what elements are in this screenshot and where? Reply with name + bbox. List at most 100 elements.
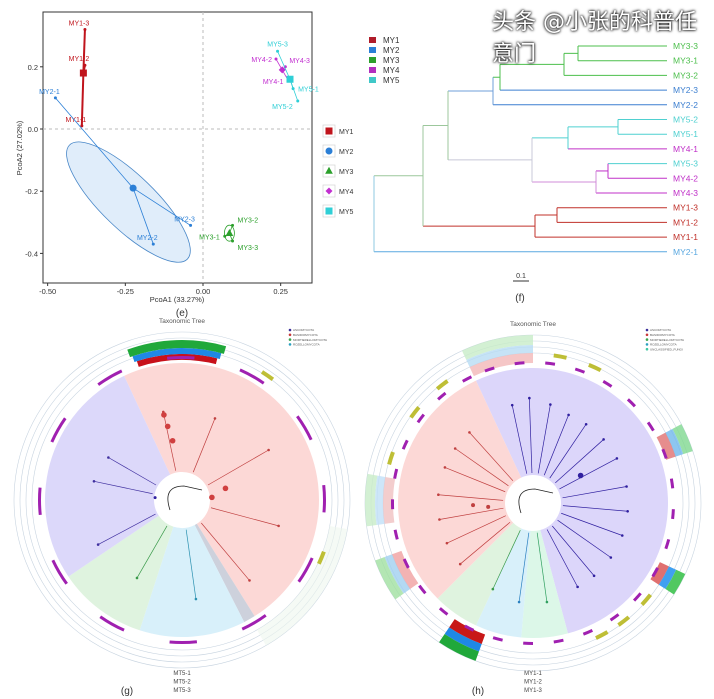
tree-branch — [528, 398, 533, 474]
abundance-dash — [297, 557, 314, 583]
clade-sector-ascomycota — [475, 368, 668, 634]
clade-node — [471, 503, 476, 508]
center-hole — [506, 476, 560, 530]
point-MY1-1 — [80, 124, 84, 128]
tree-branch — [136, 525, 168, 579]
legend-label-ROZELLOMYCOTA: ROZELLOMYCOTA — [293, 343, 320, 347]
point-label-MY3-1: MY3-1 — [199, 234, 220, 241]
leaf-label-MY3-3: MY3-3 — [673, 41, 698, 51]
centroid-MY1 — [79, 69, 87, 77]
tree-branch — [557, 519, 612, 558]
spider-line-MY2-2 — [132, 187, 154, 245]
legend-label-ASCOMYCOTA: ASCOMYCOTA — [650, 328, 671, 332]
abundance-band — [658, 566, 677, 590]
leaf-node — [491, 587, 495, 591]
legend-dot-MORTIERELLOMYCOTA — [288, 338, 292, 341]
abundance-band — [365, 473, 378, 527]
leaf-node — [92, 479, 96, 483]
leaf-label-MY3-1: MY3-1 — [673, 56, 698, 66]
abundance-band — [136, 354, 218, 367]
marker-triangle — [387, 451, 395, 465]
abundance-dash — [632, 592, 642, 602]
tree-branch — [536, 532, 548, 603]
point-MY2-1 — [53, 96, 57, 100]
abundance-band — [384, 554, 411, 594]
legend-label-MY4: MY4 — [339, 189, 354, 196]
tree-branch — [446, 515, 506, 544]
legend-label-MY2: MY2 — [339, 149, 354, 156]
tree-branch — [562, 505, 628, 512]
root-branch — [167, 485, 203, 511]
abundance-dash — [393, 529, 399, 540]
legend-marker-MY3 — [325, 166, 333, 174]
tree-branch — [469, 432, 514, 481]
leaf-node — [625, 485, 628, 488]
tree-branch — [192, 418, 216, 473]
abundance-dash — [523, 641, 533, 645]
point-label-MY4-1: MY4-1 — [263, 79, 284, 86]
leaf-node — [609, 556, 613, 559]
leaf-node — [437, 493, 440, 497]
abundance-band — [375, 557, 404, 600]
y-tick-label: 0.2 — [28, 63, 38, 72]
legend-label-MY3: MY3 — [339, 169, 354, 176]
point-label-MY4-2: MY4-2 — [251, 57, 272, 64]
legend-label-UNCLASSIFIED_FUNGI: UNCLASSIFIED_FUNGI — [650, 347, 683, 351]
tree-title: Taxonomic Tree — [159, 318, 205, 325]
leaf-label-MY5-3: MY5-3 — [673, 159, 698, 169]
legend-dot-MORTIERELLOMYCOTA — [645, 338, 649, 341]
point-MY5-3 — [276, 49, 280, 53]
spider-line-MY5-3 — [277, 51, 291, 80]
abundance-band — [656, 432, 676, 460]
x-axis-label: PcoA1 (33.27%) — [150, 295, 205, 304]
abundance-dash — [514, 361, 525, 366]
abundance-dash — [492, 636, 503, 642]
point-MY2-2 — [151, 242, 155, 246]
tree-branch — [555, 439, 604, 484]
leaf-label-MY2-3: MY2-3 — [673, 85, 698, 95]
clade-node — [169, 437, 176, 444]
point-MY5-2 — [296, 99, 300, 103]
legend-marker-MY5 — [325, 207, 333, 215]
watermark: 头条 @小张的科普任意门 — [492, 10, 697, 67]
y-tick-label: -0.2 — [25, 187, 38, 196]
ring-label-MY1-3: MY1-3 — [524, 688, 542, 694]
legend-label-BASIDIOMYCOTA: BASIDIOMYCOTA — [293, 333, 318, 337]
abundance-band — [375, 475, 386, 525]
point-MY3-1 — [223, 234, 227, 238]
clade-sector-rozellomycota — [139, 524, 245, 637]
abundance-dash — [438, 607, 449, 616]
clade-sector-basidiomycota — [398, 380, 522, 599]
clade-sector-basidiomycota — [124, 362, 320, 617]
tree-branch — [552, 525, 595, 576]
panel-label: (h) — [472, 686, 484, 697]
point-label-MY5-2: MY5-2 — [272, 104, 293, 111]
point-MY2-3 — [189, 223, 193, 227]
abundance-dash — [661, 448, 668, 459]
legend-dot-ROZELLOMYCOTA — [645, 343, 649, 346]
tree-branch — [97, 513, 156, 545]
root-branch — [518, 488, 554, 514]
tree-branch — [559, 458, 618, 490]
leaf-node — [510, 403, 514, 407]
abundance-dash — [99, 615, 125, 632]
leaf-node — [443, 466, 447, 469]
clade-node — [577, 472, 584, 479]
tree-branch — [93, 480, 153, 495]
point-label-MY3-2: MY3-2 — [238, 217, 259, 224]
abundance-dash — [241, 614, 267, 631]
tree-branch — [537, 404, 551, 474]
legend-label-ASCOMYCOTA: ASCOMYCOTA — [293, 328, 314, 332]
clade-sector-other — [194, 523, 255, 623]
point-label-MY1-1: MY1-1 — [66, 117, 87, 124]
abundance-dash — [582, 628, 594, 636]
tree-branch — [454, 448, 509, 487]
leaf-node — [584, 422, 588, 426]
point-label-MY1-3: MY1-3 — [69, 20, 90, 27]
centroid-MY5 — [286, 75, 294, 83]
abundance-dash — [651, 567, 659, 578]
legend-label-MY2: MY2 — [383, 46, 400, 55]
abundance-band — [132, 348, 222, 362]
clade-node — [209, 494, 215, 501]
abundance-dash — [50, 417, 67, 443]
